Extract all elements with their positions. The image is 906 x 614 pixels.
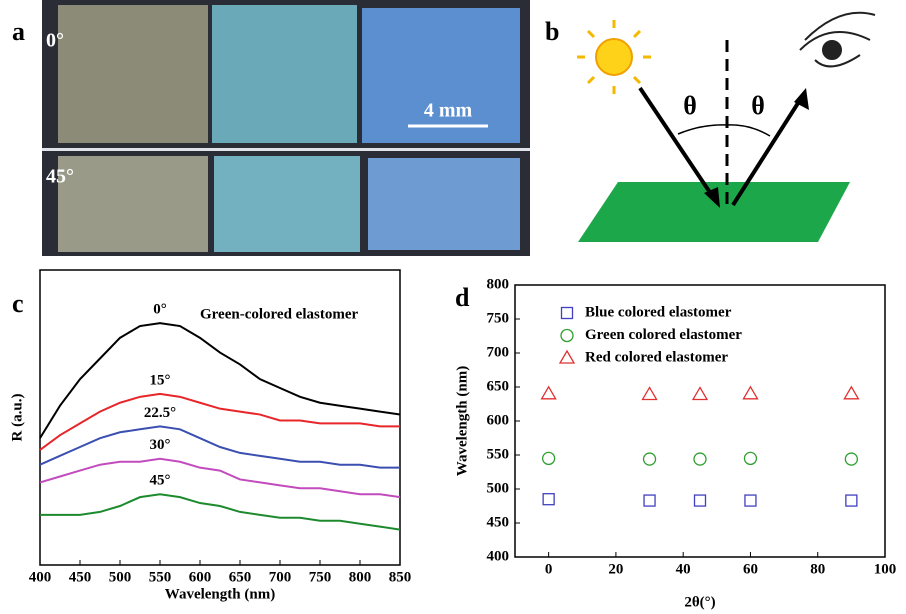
marker [745,495,756,506]
sun [577,20,651,94]
marker [644,495,655,506]
x-tick-label: 800 [349,569,372,585]
panel-label: a [12,17,25,46]
line [40,426,400,467]
line [40,494,400,529]
x-tick-label: 850 [389,569,412,585]
series-label: 15° [150,372,171,388]
x-tick-label: 700 [269,569,292,585]
sample-tile [368,158,520,250]
legend-label: Red colored elastomer [585,349,728,365]
line [40,323,400,438]
y-tick-label: 550 [487,446,510,462]
x-tick-label: 450 [69,569,92,585]
y-tick-label: 650 [487,378,510,394]
x-tick-label: 40 [676,561,691,577]
x-tick-label: 550 [149,569,172,585]
marker [644,453,656,465]
series-label: 45° [150,473,171,489]
x-tick-label: 80 [810,561,825,577]
sample-tile [212,5,357,143]
y-axis-label: R (a.u.) [9,394,25,442]
marker [695,495,706,506]
panel-label: d [455,283,470,312]
annotation: Green-colored elastomer [200,306,358,322]
sample-tile [362,8,520,143]
angle-arc [678,125,770,136]
sample-tile [58,156,208,252]
y-tick-label: 700 [487,344,510,360]
marker [844,387,858,399]
x-tick-label: 60 [743,561,758,577]
divider [42,148,530,151]
x-tick-label: 650 [229,569,252,585]
marker [543,452,555,464]
series-label: 0° [153,302,167,318]
x-tick-label: 100 [874,561,897,577]
marker [845,453,857,465]
x-axis-label: Wavelength (nm) [165,586,275,602]
legend-marker [560,351,574,363]
y-tick-label: 750 [487,310,510,326]
angle-label: 0° [46,30,64,52]
x-tick-label: 0 [545,561,553,577]
angle-symbol: θ [683,91,697,120]
x-tick-label: 400 [29,569,52,585]
eye [800,13,875,67]
marker [743,387,757,399]
marker [846,495,857,506]
plot-frame [515,285,885,557]
x-tick-label: 20 [608,561,623,577]
y-tick-label: 800 [487,276,510,292]
legend-marker [562,308,573,319]
series-label: 22.5° [144,405,176,421]
x-tick-label: 600 [189,569,212,585]
y-tick-label: 450 [487,514,510,530]
sample-tile [214,156,360,252]
scale-label: 4 mm [424,100,473,122]
legend-marker [561,330,573,342]
y-axis-label: Wavelength (nm) [454,366,470,476]
series-label: 30° [150,437,171,453]
x-tick-label: 750 [309,569,332,585]
sample-tile [58,5,208,143]
y-tick-label: 500 [487,480,510,496]
panel-label: c [12,289,24,318]
marker [542,387,556,399]
marker [543,494,554,505]
legend-label: Blue colored elastomer [585,304,732,320]
angle-label: 45° [46,166,74,188]
legend-label: Green colored elastomer [585,327,742,343]
x-tick-label: 500 [109,569,132,585]
figure: a 0° 45° 4 mm b θ θ c d 4004505005506006… [0,0,906,614]
marker [744,452,756,464]
marker [643,387,657,399]
panel-label: b [545,17,559,46]
x-axis-label: 2θ(°) [684,594,715,610]
y-tick-label: 400 [487,548,510,564]
marker [694,453,706,465]
marker [693,387,707,399]
angle-symbol: θ [751,91,765,120]
y-tick-label: 600 [487,412,510,428]
